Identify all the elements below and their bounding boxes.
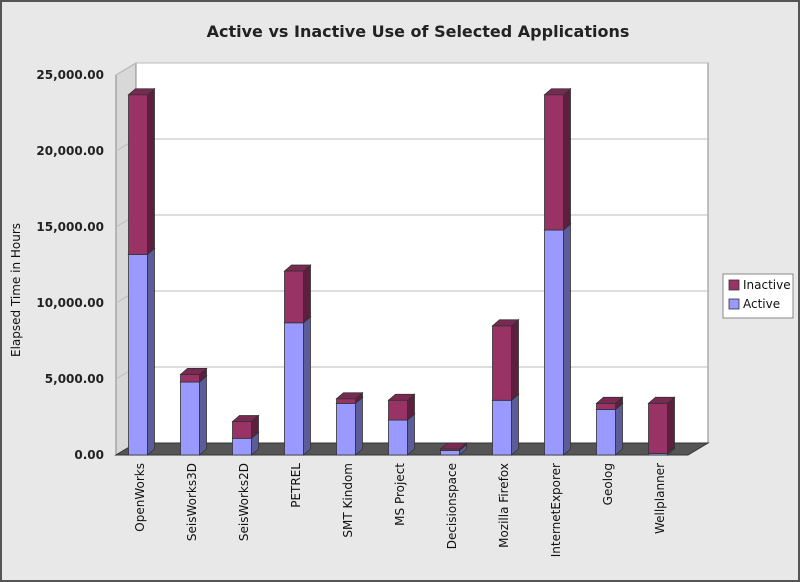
bar-segment — [543, 223, 572, 456]
bar-front — [648, 402, 668, 454]
bar-side — [199, 375, 207, 456]
x-tick-label: PETREL — [289, 463, 303, 508]
bar-front — [388, 419, 408, 456]
bar-segment — [127, 87, 156, 256]
bar-side — [667, 396, 675, 455]
bar-segment — [491, 393, 520, 456]
bar-top — [179, 368, 208, 375]
bar-side — [147, 247, 155, 456]
bar-side — [407, 413, 415, 456]
bar-top — [231, 415, 260, 422]
bar-segment — [335, 396, 364, 456]
bar-segment — [595, 402, 624, 456]
y-axis-label: Elapsed Time in Hours — [9, 223, 23, 357]
x-tick-label: InternetExporer — [549, 463, 563, 557]
x-tick-label: SeisWorks3D — [185, 463, 199, 541]
bar-top — [491, 319, 520, 327]
bar-front — [492, 325, 512, 401]
bar-segment — [543, 87, 572, 231]
x-tick-label: SeisWorks2D — [237, 463, 251, 541]
x-tick-label: MS Project — [393, 463, 407, 526]
bar-front — [492, 399, 512, 456]
bar-segment — [439, 442, 468, 452]
bar-front — [544, 94, 564, 231]
bar-segment — [179, 375, 208, 456]
bar-top — [387, 393, 416, 401]
y-tick-label: 0.00 — [74, 448, 104, 462]
bar-side — [355, 396, 363, 456]
legend: Inactive Active — [722, 273, 794, 319]
bar-front — [180, 374, 200, 383]
bar-top — [647, 396, 676, 404]
bar-segment — [179, 367, 208, 383]
bar-front — [388, 399, 408, 421]
bar-segment — [283, 264, 312, 324]
bar-front — [596, 408, 616, 456]
legend-swatch — [728, 279, 740, 291]
bar-segment — [335, 391, 364, 405]
x-tick-label: Geolog — [601, 463, 615, 505]
bar-front — [440, 450, 460, 456]
bar-side — [563, 87, 571, 231]
bar-segment — [491, 318, 520, 402]
x-tick-label: OpenWorks — [133, 463, 147, 532]
bar-segment — [387, 393, 416, 421]
chart-title: Active vs Inactive Use of Selected Appli… — [207, 22, 630, 41]
bar-front — [180, 381, 200, 456]
bar-top — [543, 88, 572, 96]
bar-side — [511, 393, 519, 456]
x-tick-label: Mozilla Firefox — [497, 463, 511, 548]
y-tick-label: 20,000.00 — [36, 144, 104, 158]
bar-top — [127, 88, 156, 96]
bar-front — [128, 253, 148, 456]
bar-top — [283, 264, 312, 272]
bar-side — [511, 318, 519, 402]
x-tick-label: Decisionspace — [445, 463, 459, 549]
bar-front — [284, 270, 304, 324]
legend-label: Active — [743, 297, 780, 311]
bar-side — [147, 87, 155, 256]
bar-side — [563, 223, 571, 456]
bar-segment — [231, 414, 260, 440]
y-tick-label: 15,000.00 — [36, 220, 104, 234]
gridline — [115, 62, 708, 76]
plot-area: 0.00 5,000.00 10,000.00 15,000.00 20,000.00 2… — [36, 62, 710, 557]
bar-front — [284, 322, 304, 456]
bar-side — [615, 402, 623, 456]
y-tick-label: 10,000.00 — [36, 296, 104, 310]
bar-front — [596, 402, 616, 410]
back-wall — [135, 62, 709, 444]
bar-front — [232, 421, 252, 439]
bar-front — [232, 437, 252, 456]
bar-segment — [283, 315, 312, 456]
bar-front — [336, 398, 356, 404]
bar-segment — [127, 247, 156, 456]
bar-top — [595, 396, 624, 404]
bar-front — [544, 229, 564, 456]
bar-top — [439, 442, 468, 450]
bar-front — [336, 402, 356, 456]
bar-side — [303, 264, 311, 324]
legend-swatch — [728, 298, 740, 310]
legend-label: Inactive — [743, 278, 791, 292]
bar-side — [303, 315, 311, 456]
x-tick-label: Wellplanner — [653, 463, 667, 534]
bar-top — [335, 392, 364, 400]
y-tick-label: 5,000.00 — [45, 372, 104, 386]
bar-segment — [647, 396, 676, 455]
bar-front — [128, 94, 148, 255]
bar-segment — [595, 396, 624, 411]
y-tick-label: 25,000.00 — [36, 68, 104, 82]
x-tick-label: SMT Kindom — [341, 463, 355, 538]
